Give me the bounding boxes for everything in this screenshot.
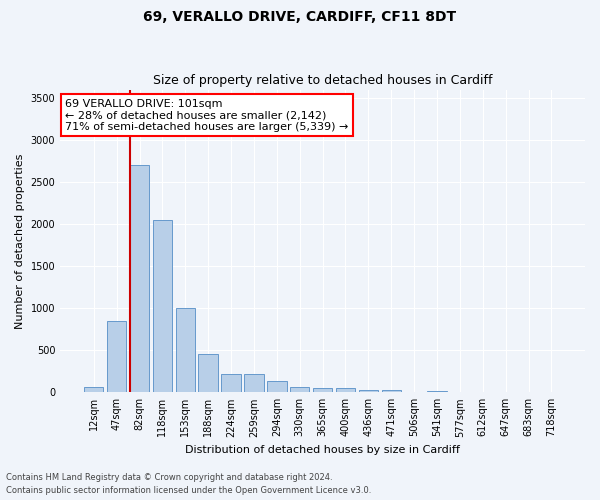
Y-axis label: Number of detached properties: Number of detached properties — [15, 153, 25, 328]
Bar — [130, 165, 149, 392]
Bar — [290, 388, 310, 392]
Bar — [176, 308, 195, 392]
Bar — [336, 388, 355, 392]
Text: Contains HM Land Registry data © Crown copyright and database right 2024.
Contai: Contains HM Land Registry data © Crown c… — [6, 474, 371, 495]
Bar — [84, 388, 103, 392]
Bar — [267, 382, 287, 392]
Text: 69, VERALLO DRIVE, CARDIFF, CF11 8DT: 69, VERALLO DRIVE, CARDIFF, CF11 8DT — [143, 10, 457, 24]
Bar — [313, 388, 332, 392]
Bar — [221, 374, 241, 392]
Title: Size of property relative to detached houses in Cardiff: Size of property relative to detached ho… — [153, 74, 493, 87]
Bar — [359, 390, 378, 392]
Bar — [107, 321, 127, 392]
Bar — [382, 390, 401, 392]
Text: 69 VERALLO DRIVE: 101sqm
← 28% of detached houses are smaller (2,142)
71% of sem: 69 VERALLO DRIVE: 101sqm ← 28% of detach… — [65, 98, 349, 132]
X-axis label: Distribution of detached houses by size in Cardiff: Distribution of detached houses by size … — [185, 445, 460, 455]
Bar — [152, 220, 172, 392]
Bar — [244, 374, 263, 392]
Bar — [427, 390, 447, 392]
Bar — [199, 354, 218, 393]
